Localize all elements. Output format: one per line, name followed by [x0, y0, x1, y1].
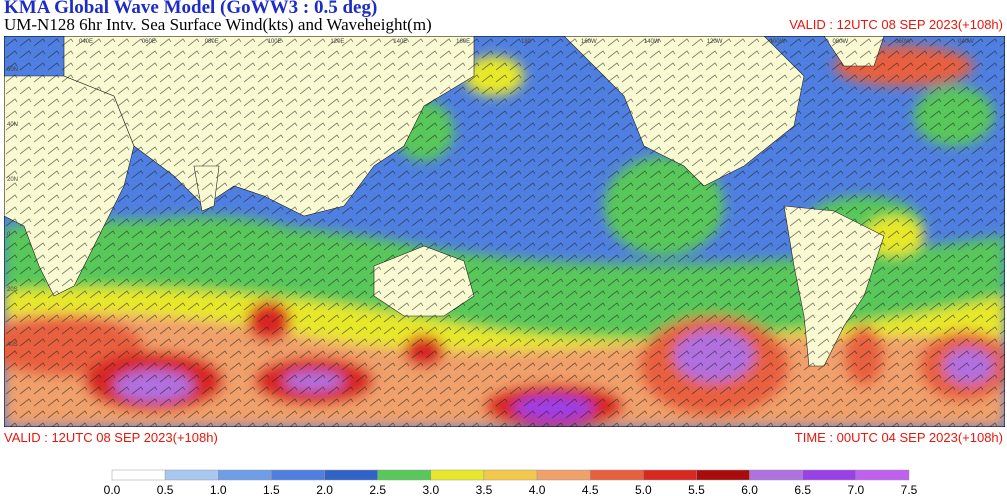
- colorbar-legend: 0.0 0.5 1.0 1.5 2.0 2.5 3.0 3.5 4.0 4.5 5.0 5.5 6.0 6…: [104, 469, 918, 496]
- legend-swatch: [377, 469, 432, 481]
- legend-tick-label: 6.0: [741, 483, 758, 496]
- legend-tick-label: 0.5: [157, 483, 174, 496]
- longitude-label: 100E: [268, 39, 282, 45]
- longitude-labels: 040E 060E 080E 100E 120E 140E 160E 180 160W 140W 1…: [79, 39, 974, 45]
- legend-tick-label: 5.0: [635, 483, 652, 496]
- legend-tick-label: 4.0: [529, 483, 546, 496]
- valid-time-top: VALID : 12UTC 08 SEP 2023(+108h): [789, 17, 1003, 32]
- longitude-label: 160E: [456, 39, 470, 45]
- legend-swatch: [271, 469, 325, 481]
- longitude-label: 120E: [330, 39, 344, 45]
- legend-swatch: [324, 469, 378, 481]
- wave-height-map: 040E 060E 080E 100E 120E 140E 160E 180 160W 140W 1…: [4, 36, 1005, 427]
- legend-tick-label: 1.5: [263, 483, 280, 496]
- longitude-label: 140W: [644, 39, 660, 45]
- longitude-label: 080E: [205, 39, 219, 45]
- longitude-label: 080W: [832, 39, 848, 45]
- latitude-label: 20N: [7, 177, 18, 183]
- longitude-label: 180: [521, 39, 532, 45]
- legend-tick-label: 1.0: [210, 483, 227, 496]
- longitude-label: 160W: [581, 39, 597, 45]
- legend-swatch: [536, 469, 591, 481]
- legend-tick-label: 2.0: [316, 483, 333, 496]
- legend-tick-label: 6.5: [794, 483, 811, 496]
- legend-tick-label: 0.0: [104, 483, 121, 496]
- latitude-label: 0: [7, 232, 11, 238]
- legend-swatch: [855, 469, 910, 481]
- latitude-label: 20S: [7, 287, 18, 293]
- chart-subtitle: UM-N128 6hr Intv. Sea Surface Wind(kts) …: [4, 15, 432, 34]
- longitude-label: 120W: [707, 39, 723, 45]
- legend-swatch: [802, 469, 857, 481]
- longitude-label: 140E: [393, 39, 407, 45]
- longitude-label: 060E: [142, 39, 156, 45]
- legend-tick-label: 3.0: [422, 483, 439, 496]
- legend-swatch: [483, 469, 538, 481]
- init-time: TIME : 00UTC 04 SEP 2023(+108h): [794, 430, 1003, 445]
- legend-tick-label: 2.5: [369, 483, 386, 496]
- longitude-label: 100W: [770, 39, 786, 45]
- legend-swatch: [164, 469, 219, 481]
- legend-swatch: [643, 469, 697, 481]
- legend-swatch: [430, 469, 485, 481]
- wind-barbs: [4, 36, 1005, 427]
- legend-tick-label: 5.5: [688, 483, 705, 496]
- legend-swatch: [749, 469, 803, 481]
- legend-swatch: [696, 469, 750, 481]
- latitude-label: 60N: [7, 67, 18, 73]
- latitude-label: 40S: [7, 342, 18, 348]
- longitude-label: 040E: [79, 39, 93, 45]
- legend-swatch: [589, 469, 644, 481]
- longitude-label: 040W: [958, 39, 974, 45]
- legend-tick-label: 3.5: [476, 483, 493, 496]
- legend-tick-label: 4.5: [582, 483, 599, 496]
- latitude-label: 40N: [7, 122, 18, 128]
- legend-tick-label: 7.5: [901, 483, 918, 496]
- chart-title: KMA Global Wave Model (GoWW3 : 0.5 deg): [4, 0, 378, 18]
- legend-tick-label: 7.0: [848, 483, 865, 496]
- legend-swatch: [218, 469, 272, 481]
- valid-time-bottom: VALID : 12UTC 08 SEP 2023(+108h): [4, 430, 218, 445]
- latitude-labels: 60N 40N 20N 0 20S 40S: [7, 67, 18, 348]
- longitude-label: 060W: [895, 39, 911, 45]
- legend-swatch: [111, 469, 166, 481]
